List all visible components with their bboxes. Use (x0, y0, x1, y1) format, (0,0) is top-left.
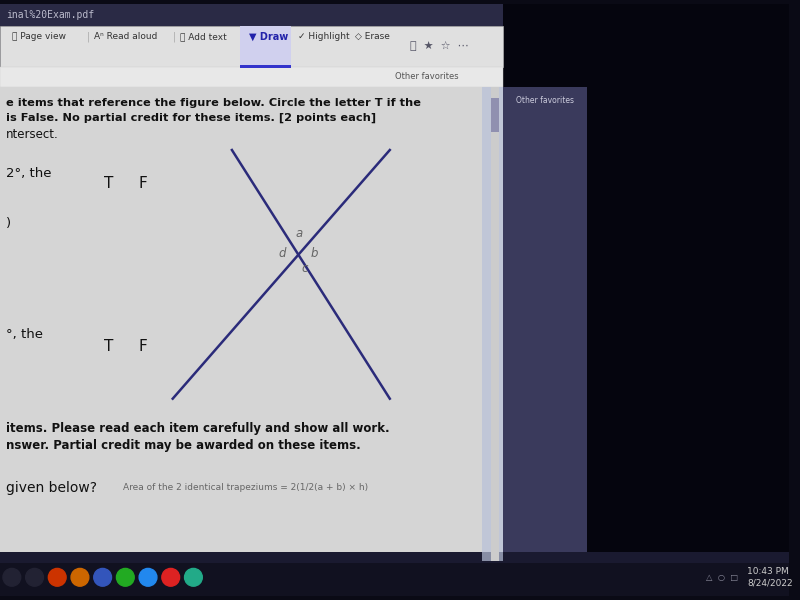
Text: T: T (104, 339, 113, 354)
Bar (0, 67, 503, 87)
Text: °, the: °, the (6, 328, 43, 341)
Text: 2°, the: 2°, the (6, 167, 51, 180)
Bar (0, 87, 503, 560)
Text: 8/24/2022: 8/24/2022 (747, 579, 793, 588)
Text: ): ) (6, 217, 11, 230)
Text: Other favorites: Other favorites (394, 73, 458, 82)
Bar (503, 87, 587, 560)
Text: T: T (104, 176, 113, 191)
Circle shape (162, 568, 180, 586)
Bar (0, 563, 790, 596)
Circle shape (3, 568, 21, 586)
Text: ✓ Highlight: ✓ Highlight (298, 32, 350, 41)
Bar (0, 4, 503, 26)
Bar (491, 98, 499, 132)
Text: ⎕ Page view: ⎕ Page view (12, 32, 66, 41)
Circle shape (139, 568, 157, 586)
Text: items. Please read each item carefully and show all work.: items. Please read each item carefully a… (6, 422, 390, 435)
Text: Other favorites: Other favorites (516, 96, 574, 105)
Text: b: b (310, 247, 318, 260)
Text: Aⁿ Read aloud: Aⁿ Read aloud (94, 32, 157, 41)
Text: Area of the 2 identical trapeziums = 2(1/2(a + b) × h): Area of the 2 identical trapeziums = 2(1… (123, 483, 369, 492)
Text: d: d (278, 247, 286, 260)
Circle shape (26, 568, 43, 586)
Circle shape (71, 568, 89, 586)
Text: nswer. Partial credit may be awarded on these items.: nswer. Partial credit may be awarded on … (6, 439, 361, 452)
Circle shape (185, 568, 202, 586)
Text: F: F (138, 176, 147, 191)
Text: ▼ Draw: ▼ Draw (249, 32, 288, 41)
Text: |: | (87, 31, 90, 42)
Bar (0, 551, 790, 563)
Bar (482, 87, 503, 560)
Circle shape (117, 568, 134, 586)
Bar (240, 65, 291, 68)
Bar (240, 26, 291, 67)
Text: ⎕ Page view: ⎕ Page view (12, 42, 66, 51)
Bar (491, 87, 499, 560)
Text: ntersect.: ntersect. (6, 128, 58, 141)
Text: ◇ Erase: ◇ Erase (355, 32, 390, 41)
Text: ⌕  ★  ☆  ⋯: ⌕ ★ ☆ ⋯ (410, 41, 468, 52)
Text: △  ○  □: △ ○ □ (706, 573, 738, 582)
Bar (0, 26, 503, 67)
Text: is False. No partial credit for these items. [2 points each]: is False. No partial credit for these it… (6, 112, 376, 122)
Text: e items that reference the figure below. Circle the letter T if the: e items that reference the figure below.… (6, 98, 421, 107)
Text: inal%20Exam.pdf: inal%20Exam.pdf (6, 10, 94, 20)
Text: c: c (302, 262, 308, 275)
Text: ⎕ Add text: ⎕ Add text (180, 32, 226, 41)
Text: |: | (173, 31, 176, 42)
Circle shape (94, 568, 111, 586)
Text: F: F (138, 339, 147, 354)
Text: 10:43 PM: 10:43 PM (747, 567, 789, 576)
Text: given below?: given below? (6, 481, 97, 494)
Bar (503, 4, 790, 596)
Circle shape (48, 568, 66, 586)
Text: a: a (295, 227, 302, 240)
